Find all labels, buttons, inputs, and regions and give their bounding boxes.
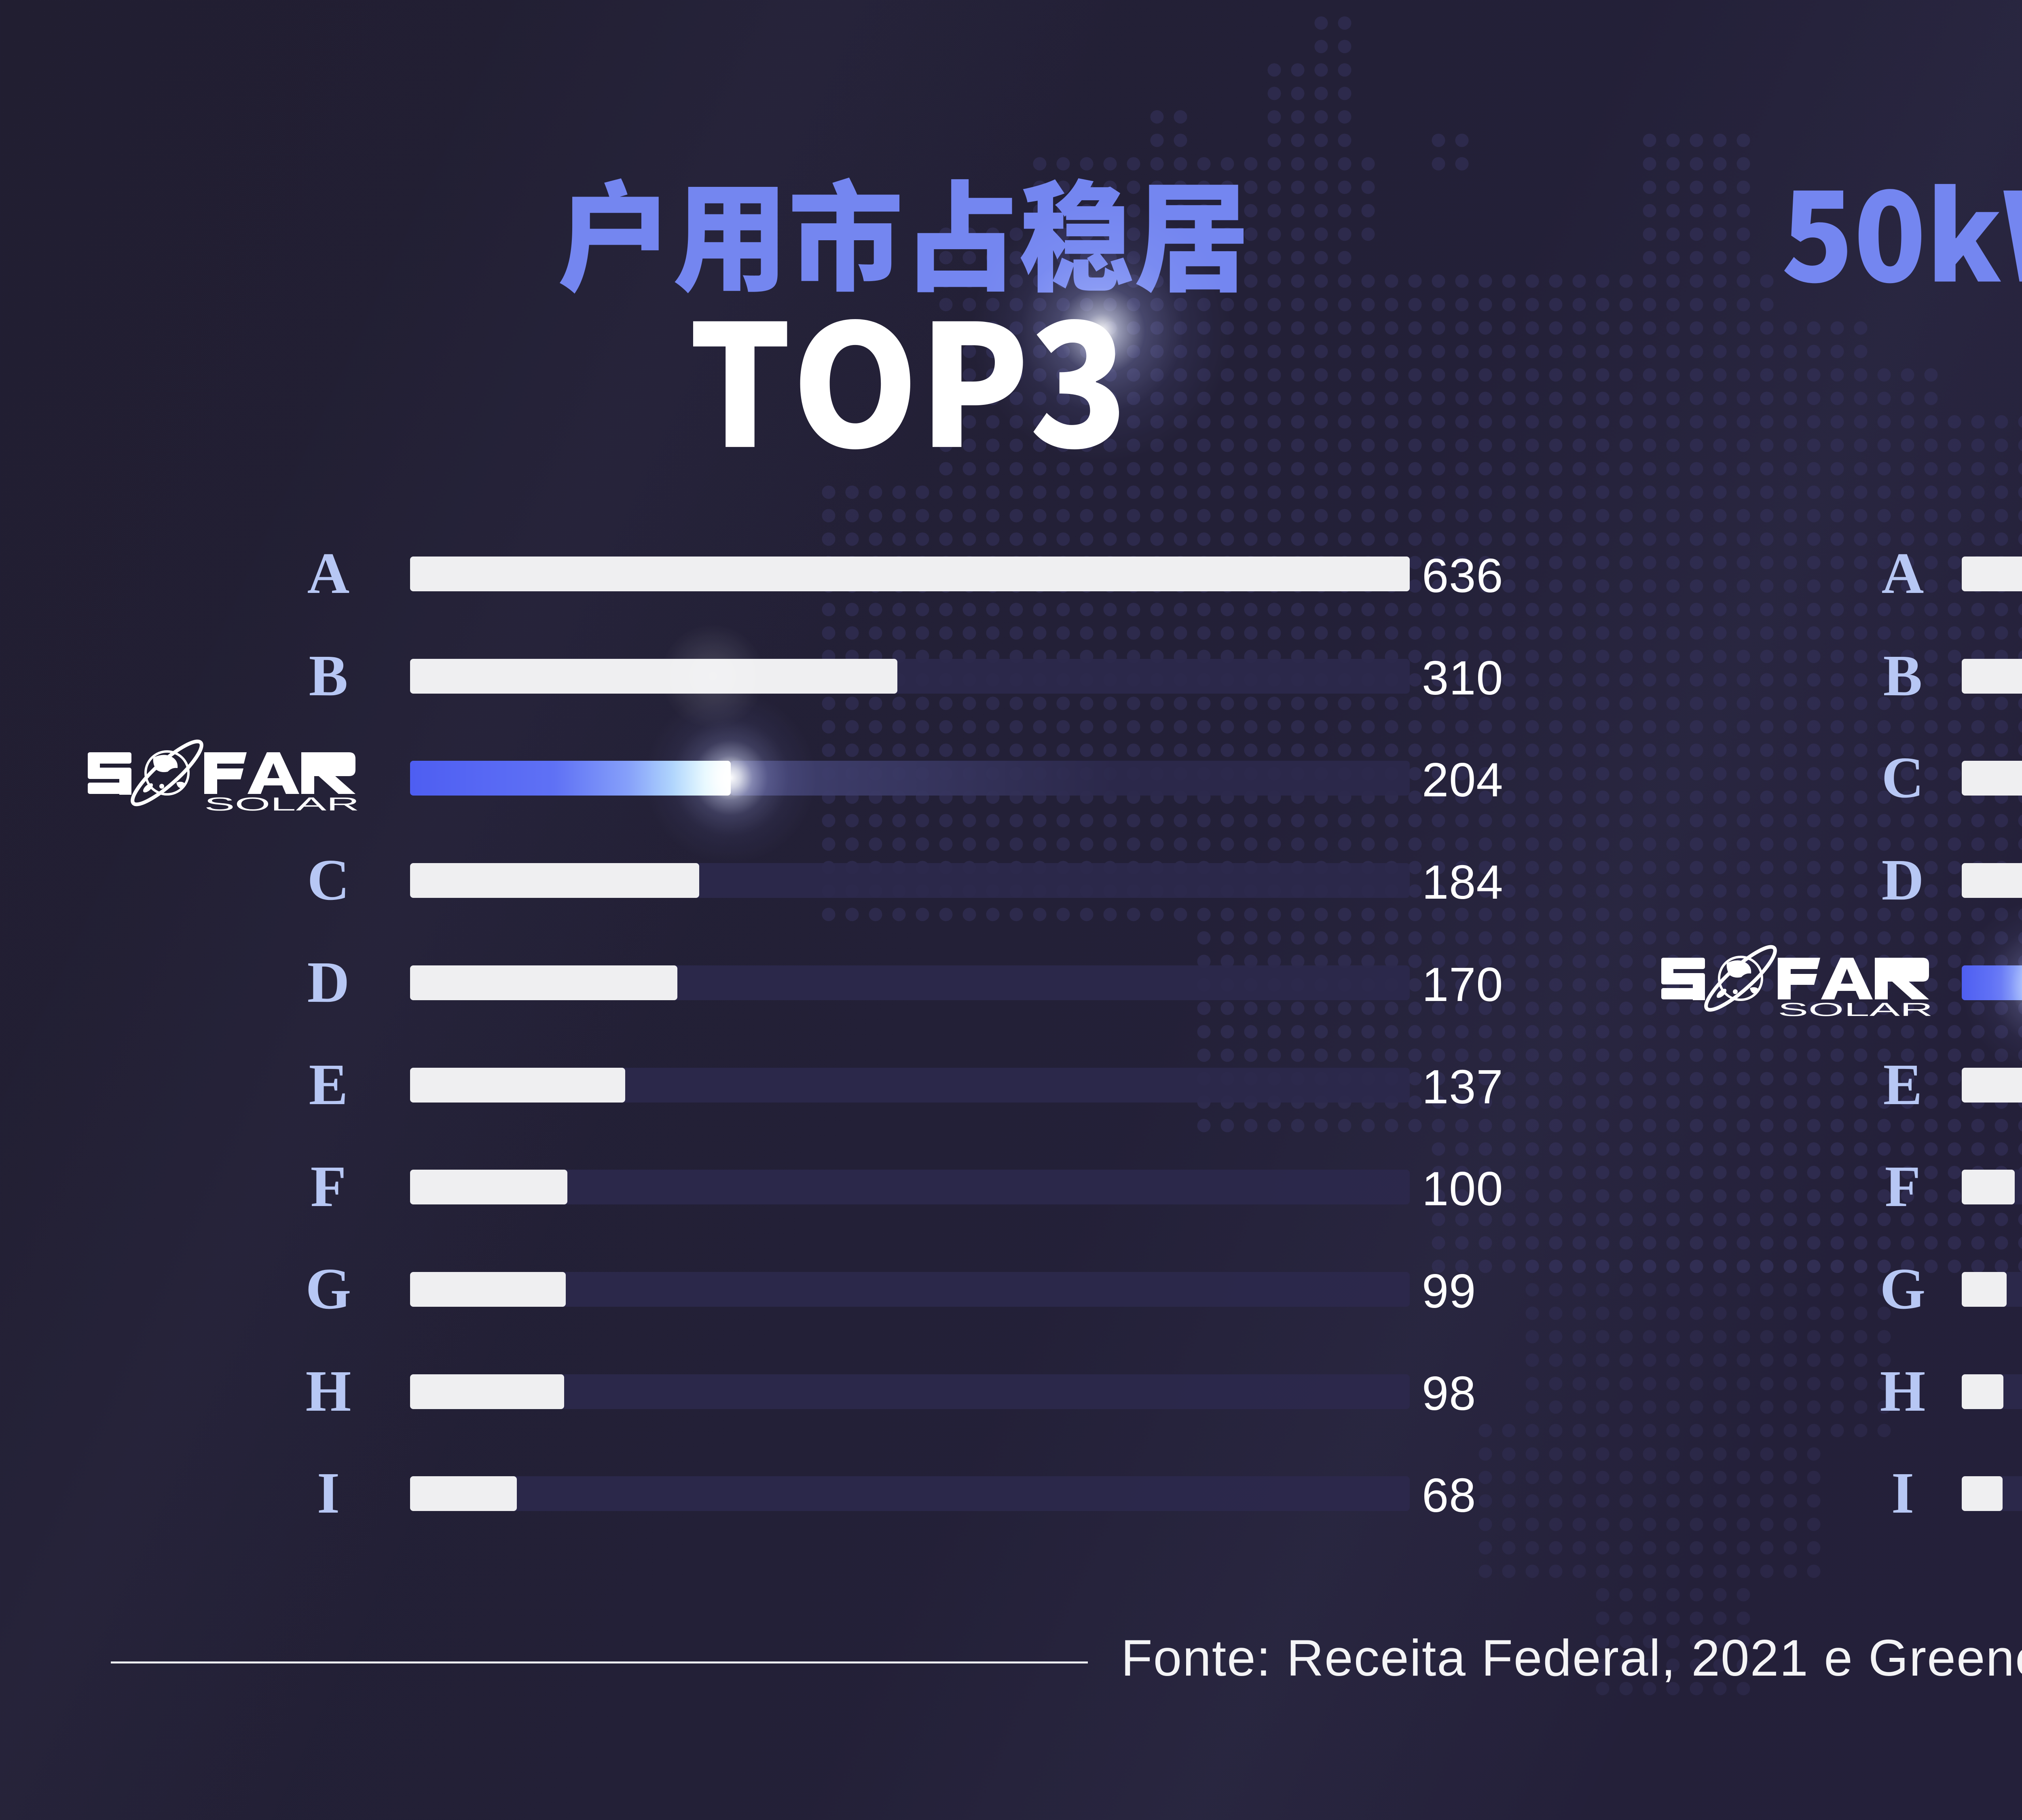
svg-text:SOLAR: SOLAR bbox=[1778, 999, 1933, 1017]
svg-text:SOLAR: SOLAR bbox=[204, 794, 360, 812]
